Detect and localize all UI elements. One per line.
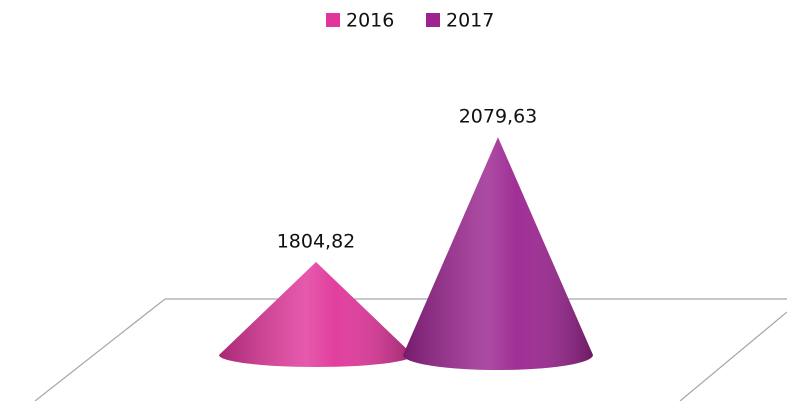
cone-shade: [219, 262, 413, 367]
floor-edge: [34, 298, 166, 401]
legend-label: 2017: [446, 10, 494, 32]
cone-shade: [403, 137, 593, 370]
legend-label: 2016: [346, 10, 394, 32]
data-label: 2079,63: [459, 106, 538, 128]
floor-edge: [679, 311, 787, 401]
data-label: 1804,82: [277, 231, 356, 253]
legend-swatch: [326, 13, 340, 27]
legend-swatch: [426, 13, 440, 27]
